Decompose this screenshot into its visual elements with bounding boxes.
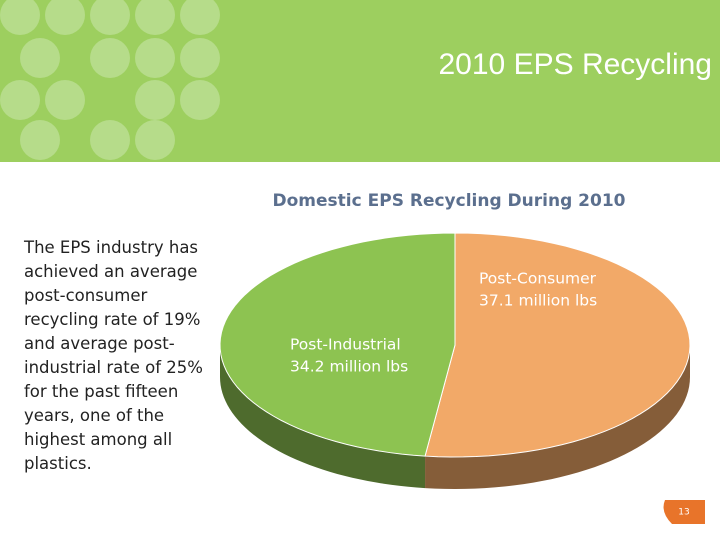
page-number: 13: [678, 508, 689, 518]
slice-label: Post-Consumer: [479, 270, 597, 288]
chart-title: Domestic EPS Recycling During 2010: [273, 191, 626, 211]
pie-slice: [219, 232, 456, 457]
pie-side: [425, 345, 690, 489]
header-pattern: [0, 0, 220, 160]
pie-slice: [424, 232, 691, 458]
slice-value-label: 34.2 million lbs: [290, 358, 408, 376]
pie-side: [220, 345, 426, 489]
slice-label: Post-Industrial: [290, 336, 401, 354]
pattern-dots: [0, 0, 220, 160]
slice-value-label: 37.1 million lbs: [479, 292, 597, 310]
header: 2010 EPS Recycling: [0, 0, 720, 162]
page-badge: [663, 500, 705, 524]
body-text: The EPS industry has achieved an average…: [24, 238, 203, 473]
slide-title: 2010 EPS Recycling: [438, 48, 713, 81]
